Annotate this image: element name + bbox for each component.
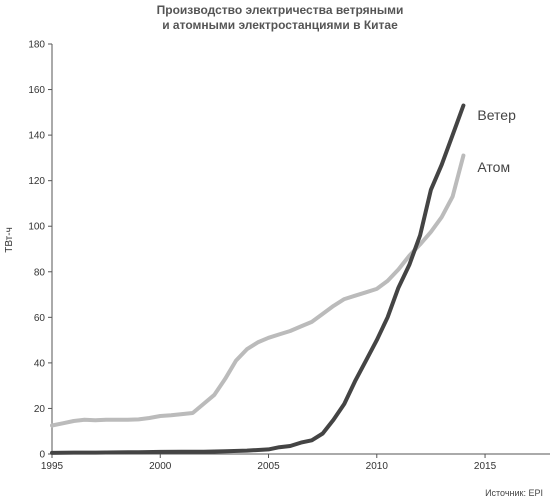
chart-title-line-1: Производство электричества ветряными	[157, 3, 404, 17]
series-label-nuclear: Атом	[477, 159, 510, 175]
y-tick-label: 0	[39, 450, 45, 461]
y-tick-label: 20	[34, 404, 46, 415]
y-tick-label: 100	[28, 222, 45, 233]
y-tick-label: 140	[28, 131, 45, 142]
chart-title-line-2: и атомными электростанциями в Китае	[162, 18, 398, 32]
x-tick-label: 1995	[41, 461, 64, 472]
y-tick-label: 60	[34, 313, 46, 324]
y-tick-label: 40	[34, 358, 46, 369]
x-tick-label: 2010	[366, 461, 389, 472]
series-line-nuclear	[50, 153, 466, 428]
y-tick-label: 120	[28, 176, 45, 187]
series-line-wind	[50, 103, 466, 455]
axes: 0 20 40 60 80 100 120 140 160 180 1995 2000 2005 2010…	[28, 40, 550, 472]
x-tick-label: 2000	[149, 461, 172, 472]
series-labels: Атом Ветер	[477, 107, 516, 175]
y-axis-label: ТВт-ч	[4, 227, 15, 253]
y-tick-label: 160	[28, 85, 45, 96]
y-tick-label: 180	[28, 40, 45, 51]
x-tick-label: 2015	[474, 461, 497, 472]
y-tick-label: 80	[34, 267, 46, 278]
x-tick-label: 2005	[257, 461, 280, 472]
source-note: Источник: EPI	[485, 488, 543, 498]
series-lines	[50, 103, 466, 455]
series-label-wind: Ветер	[477, 107, 516, 123]
